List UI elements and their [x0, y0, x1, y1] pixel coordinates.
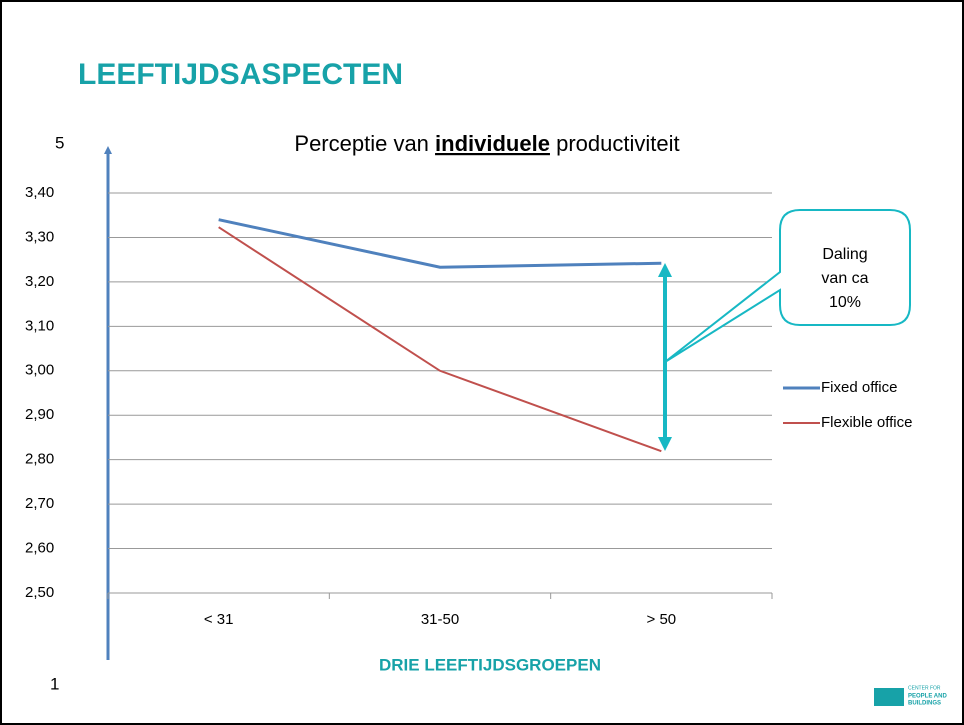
plot: 2,50 2,60 2,70 2,80 2,90 3,00 3,10 3,20 3,30 3,40… [25, 184, 773, 628]
callout-line: 10% [829, 294, 861, 311]
y-tick-label: 3,30 [25, 228, 54, 245]
y-tick-label: 2,70 [25, 495, 54, 512]
x-axis-label: DRIE LEEFTIJDSGROEPEN [379, 655, 601, 674]
y-tick-label: 2,80 [25, 451, 54, 468]
axis-arrow-bottom: 1 [50, 674, 59, 693]
title-part: Perceptie van [294, 131, 429, 156]
logo-text: CENTER FOR [908, 685, 941, 691]
x-tick-label: < 31 [204, 611, 234, 628]
y-tick-label: 3,10 [25, 317, 54, 334]
callout-line: van ca [821, 270, 868, 287]
legend-label: Flexible office [821, 414, 912, 431]
y-tick-label: 3,20 [25, 273, 54, 290]
callout [664, 209, 911, 363]
y-tick-label: 3,00 [25, 362, 54, 379]
logo-text: BUILDINGS [908, 701, 941, 707]
x-tick-label: 31-50 [421, 611, 459, 628]
logo-text: PEOPLE AND [908, 694, 947, 700]
y-tick-label: 2,60 [25, 540, 54, 557]
slide-title: LEEFTIJDSASPECTEN [78, 58, 403, 91]
y-tick-label: 3,40 [25, 184, 54, 201]
series-line [218, 226, 662, 453]
axis-arrow-top: 5 [55, 133, 64, 152]
series-line [218, 218, 662, 269]
x-tick-label: > 50 [647, 611, 677, 628]
title-part: individuele [435, 131, 550, 156]
y-tick-label: 2,50 [25, 584, 54, 601]
y-tick-label: 2,90 [25, 406, 54, 423]
callout-line: Daling [822, 246, 867, 263]
chart-title: Perceptie van individuele productiviteit [294, 131, 679, 156]
logo-icon [874, 688, 904, 706]
title-part: productiviteit [556, 131, 680, 156]
legend-label: Fixed office [821, 379, 897, 396]
